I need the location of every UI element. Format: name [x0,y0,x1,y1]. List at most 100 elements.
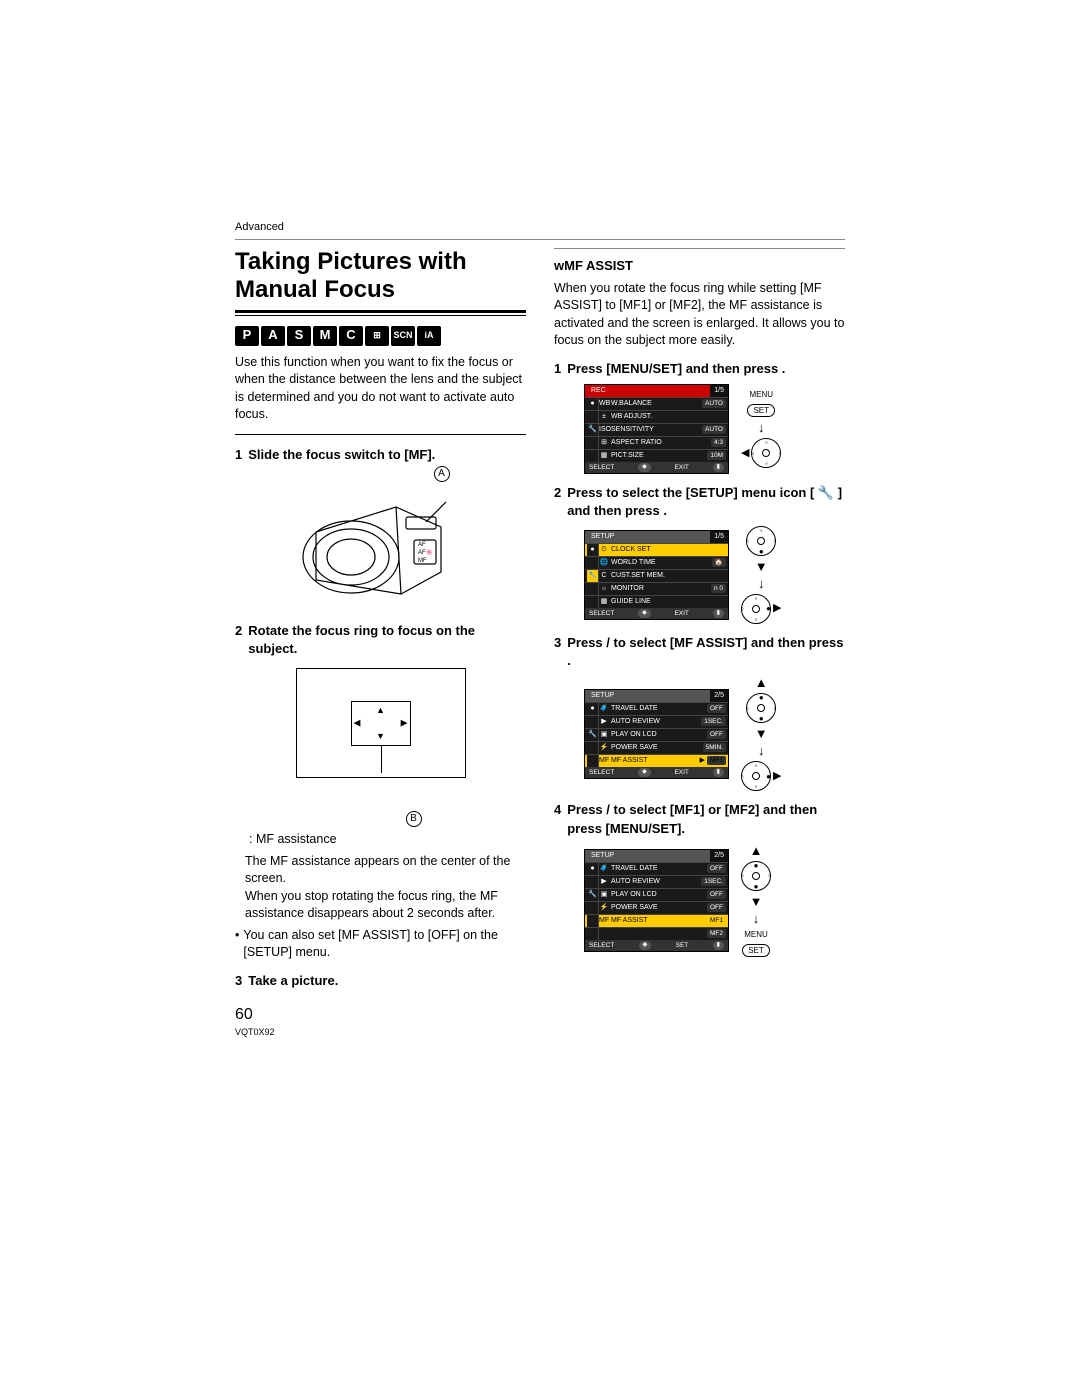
m3r0-val: OFF [707,704,726,713]
up-tri-icon-3: ▲ [755,676,768,689]
m2r4-icon: ▦ [599,597,609,607]
m2-fr: EXIT [674,609,688,618]
m4r0-icon: 🧳 [599,864,609,874]
m1-set-lbl: SET [747,404,775,417]
m2r0-icon: ⏲ [599,545,609,555]
arrow-up-icon: ▲ [376,704,385,717]
m4-fm: SET [676,941,689,950]
m4r2-val: OFF [707,890,726,899]
m3r3-icon: ⚡ [599,743,609,753]
m3r2-label: PLAY ON LCD [611,730,705,740]
arrow-right-icon: ▶ [401,717,408,730]
label-a: A [434,466,450,482]
rs2-num: 2 [554,484,561,520]
intro-paragraph: Use this function when you want to fix t… [235,354,526,424]
m3r1-icon: ▶ [599,717,609,727]
m1r4-label: PICT.SIZE [611,451,705,461]
heading-prefix: w [554,258,564,273]
mode-m: M [313,326,337,346]
step-3: 3 Take a picture. [235,972,526,990]
m4r4-val: MF1 [707,916,726,925]
label-b-wrap: B [296,808,466,827]
mode-a: A [261,326,285,346]
rs1-text: Press [MENU/SET] and then press . [567,360,785,378]
page-number: 60 [235,1004,526,1026]
heading-text: MF ASSIST [564,258,633,273]
menu2-pages: 1/5 [710,531,728,543]
header-rule [235,239,845,240]
down-tri-icon: ▼ [755,560,768,573]
step-2-text: Rotate the focus ring to focus on the su… [248,622,526,658]
joypad-icon-3a: ●●◦◦ [746,693,776,723]
step-3-text: Take a picture. [248,972,338,990]
m3r2-val: OFF [707,730,726,739]
m2r1-icon: 🌐 [599,558,609,568]
page-columns: Taking Pictures with Manual Focus P A S … [235,248,845,1038]
m2r3-icon: ☼ [599,584,609,594]
right-step-1: 1 Press [MENU/SET] and then press . [554,360,845,378]
m3-fl: SELECT [589,768,614,777]
mf-caption: : MF assistance [245,831,526,849]
m1r2-icon: ISO [599,425,609,435]
menu4-shot: SETUP 2/5 ●🧳TRAVEL DATEOFF ▶AUTO REVIEW1… [584,849,729,952]
down-tri-icon-4: ▼ [750,895,763,908]
m1r4-icon: ▦ [599,451,609,461]
m1r1-label: WB ADJUST. [611,412,718,422]
mode-movie: ⊞ [365,326,389,346]
mf-assist-para: When you rotate the focus ring while set… [554,280,845,350]
menu1-pages: 1/5 [710,385,728,397]
menu3-title: SETUP [585,690,710,702]
mode-scn: SCN [391,326,415,346]
step-3-num: 3 [235,972,242,990]
m3r4-label: MF ASSIST [611,756,700,766]
step-1: 1 Slide the focus switch to [MF]. [235,446,526,464]
menu1-title: REC [585,385,710,397]
m1-controls: MENU SET ↓ ◀ ◦◦◦◦ [741,389,781,468]
m1-menu-lbl: MENU [749,389,773,400]
joypad-icon-2a: ◦●◦◦ [746,526,776,556]
m4-controls: ▲ ●●◦◦ ▼ ↓ MENU SET [741,844,771,957]
mode-ia: iA [417,326,441,346]
m3r4-icon: MF [599,756,609,766]
menu4-pages: 2/5 [710,850,728,862]
m1r0-icon: WB [599,399,609,409]
arrow-left-icon: ◀ [354,717,361,730]
pointer-line [381,745,382,773]
menu2-shot: SETUP 1/5 ●⏲CLOCK SET 🌐WORLD TIME🏠 🔧CCUS… [584,530,729,620]
m4r3-icon: ⚡ [599,903,609,913]
m2r1-val: 🏠 [712,558,726,567]
m1r1-icon: ± [599,412,609,422]
m3r0-label: TRAVEL DATE [611,704,705,714]
m2r0-label: CLOCK SET [611,545,718,555]
left-tri-icon: ◀ [741,446,749,461]
menu2-block: SETUP 1/5 ●⏲CLOCK SET 🌐WORLD TIME🏠 🔧CCUS… [584,526,845,624]
m1r3-label: ASPECT RATIO [611,438,709,448]
down-arrow-icon: ↓ [758,421,765,434]
down-tri-icon-3: ▼ [755,727,768,740]
label-b: B [406,811,422,827]
m3r3-val: 5MIN. [703,743,726,752]
down-arrow-icon-3: ↓ [758,744,765,757]
m3-fr: EXIT [674,768,688,777]
mode-c: C [339,326,363,346]
rs4-text: Press / to select [MF1] or [MF2] and the… [567,801,845,837]
svg-text:AF: AF [418,542,426,548]
m4r1-icon: ▶ [599,877,609,887]
right-tri-icon: ▶ [773,601,781,616]
m1r3-val: 4:3 [711,438,726,447]
menu4-title: SETUP [585,850,710,862]
bullet-dot: • [235,927,239,962]
m4r4-label: MF ASSIST [611,916,705,926]
page-title: Taking Pictures with Manual Focus [235,248,526,303]
m1-fr: EXIT [674,463,688,472]
m4r3-val: OFF [707,903,726,912]
header-label: Advanced [235,220,845,235]
m4r3-label: POWER SAVE [611,903,705,913]
mf-assist-figure: ▲ ▼ ◀ ▶ B [296,668,466,827]
m3r4-val: MF1 [707,756,726,765]
m1r0-val: AUTO [702,399,726,408]
step-2: 2 Rotate the focus ring to focus on the … [235,622,526,658]
mf-outer-rect: ▲ ▼ ◀ ▶ [296,668,466,778]
menu1-shot: REC 1/5 ●WBW.BALANCEAUTO ±WB ADJUST. 🔧IS… [584,384,729,474]
m4r2-icon: ▣ [599,890,609,900]
